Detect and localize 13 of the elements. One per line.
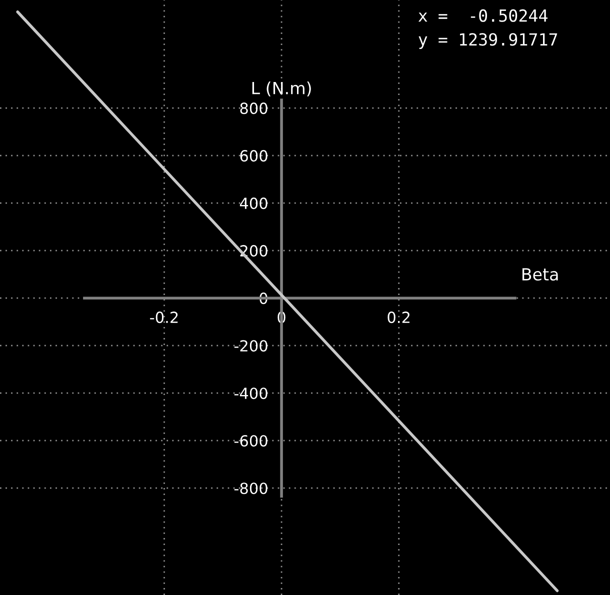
annotation: x = -0.50244 (418, 9, 548, 22)
y-tick-label: 400 (240, 198, 268, 210)
x-axis-title: Beta (522, 268, 558, 281)
y-tick-label: -600 (234, 435, 268, 447)
x-tick-label: -0.2 (150, 312, 178, 324)
annotation: y = 1239.91717 (418, 33, 558, 49)
y-axis-title: L (N.m) (252, 82, 311, 96)
y-tick-label: -800 (234, 482, 268, 494)
x-tick-label: 0.2 (388, 312, 410, 324)
y-tick-label: -200 (234, 340, 268, 352)
y-tick-label: 800 (240, 102, 268, 114)
y-tick-label: 600 (240, 150, 268, 162)
y-tick-label: -400 (234, 388, 268, 400)
